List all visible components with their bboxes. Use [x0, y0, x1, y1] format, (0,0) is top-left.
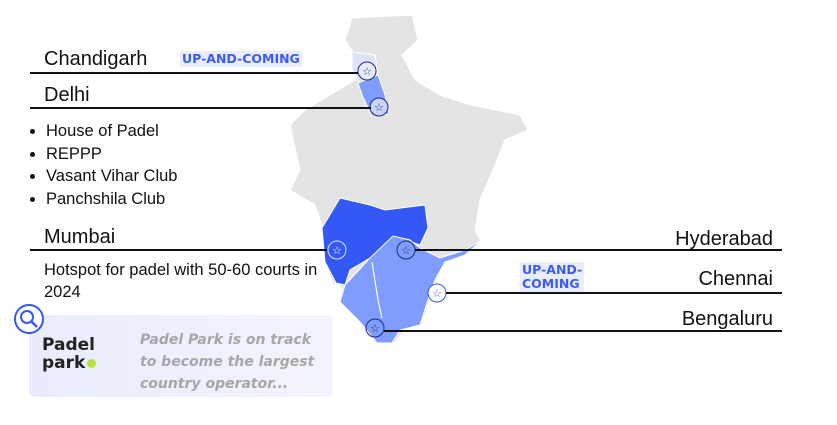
svg-text:☆: ☆: [432, 288, 442, 300]
city-bengaluru: Bengaluru: [681, 308, 773, 330]
up-and-coming-badge: UP-AND-COMING: [180, 51, 302, 67]
region-south: [339, 235, 483, 344]
star-marker-chandigarh: [357, 61, 377, 81]
svg-text:☆: ☆: [332, 245, 342, 257]
city-hyderabad: Hyderabad: [675, 228, 773, 250]
city-mumbai: Mumbai: [44, 226, 116, 248]
padel-park-callout: [29, 315, 333, 397]
search-icon: [14, 304, 44, 334]
star-marker-bengaluru: [365, 318, 385, 338]
list-item: House of Padel: [46, 120, 177, 143]
badge-line: UP-AND-: [522, 262, 583, 277]
svg-text:☆: ☆: [374, 102, 384, 114]
list-item: Panchshila Club: [46, 188, 177, 211]
badge-line: COMING: [522, 276, 580, 291]
svg-text:☆: ☆: [401, 245, 411, 257]
mumbai-note: Hotspot for padel with 50-60 courts in 2…: [44, 261, 318, 301]
list-item: REPPP: [46, 143, 177, 166]
svg-text:☆: ☆: [362, 66, 372, 78]
city-delhi: Delhi: [44, 84, 90, 106]
list-item: Vasant Vihar Club: [46, 165, 177, 188]
logo-text: Padel: [42, 335, 96, 355]
logo-text: park: [42, 353, 86, 373]
city-chennai: Chennai: [698, 268, 773, 290]
city-chandigarh: Chandigarh: [44, 48, 148, 70]
up-and-coming-badge-chennai: UP-AND- COMING: [520, 262, 585, 292]
padel-park-logo: Padel park: [42, 335, 97, 373]
ball-icon: [87, 358, 97, 368]
svg-text:☆: ☆: [370, 323, 380, 335]
delhi-club-list: House of Padel REPPP Vasant Vihar Club P…: [22, 120, 177, 210]
star-marker-mumbai: [327, 240, 347, 260]
callout-text: Padel Park is on track to become the lar…: [140, 332, 315, 392]
